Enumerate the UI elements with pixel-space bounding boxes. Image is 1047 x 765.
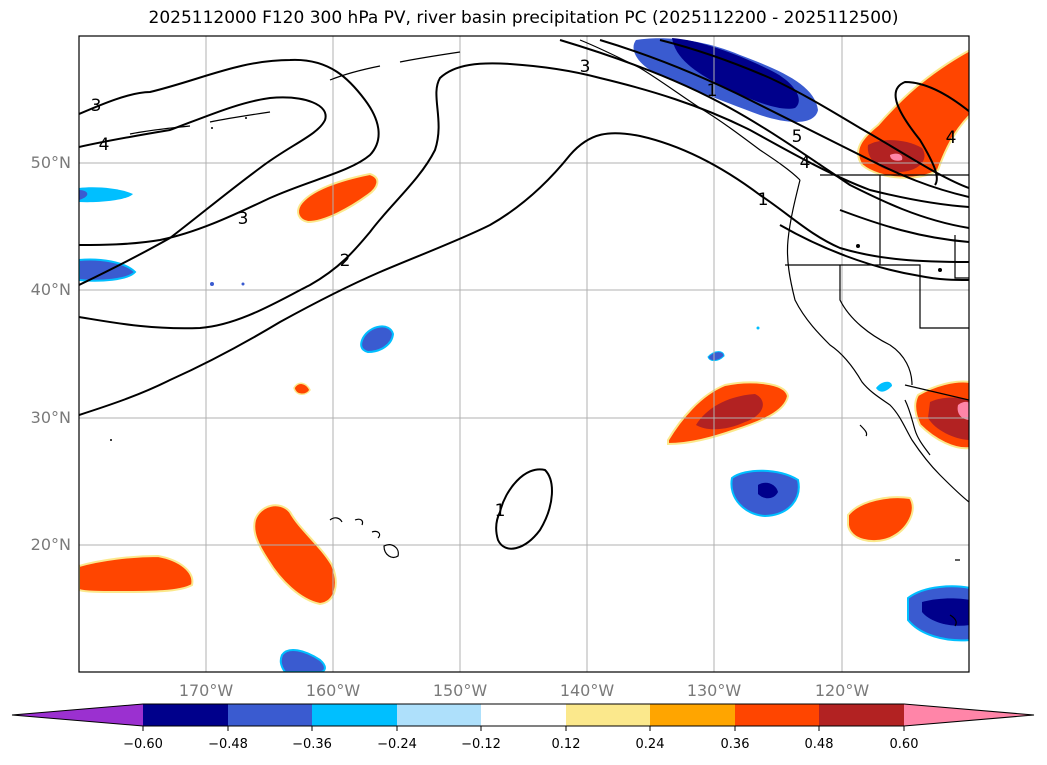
contour-label: 3 (91, 96, 102, 116)
colorbar-tick-label: 0.48 (804, 737, 834, 752)
colorbar-segment (650, 704, 735, 726)
contour-label: 1 (758, 190, 769, 210)
lon-label: 140°W (559, 681, 615, 700)
lat-label: 30°N (30, 408, 71, 427)
graticule (79, 36, 969, 672)
pos-anomaly-hawaii (253, 504, 337, 606)
colorbar-segment (312, 704, 397, 726)
colorbar-extend-low (12, 704, 143, 726)
colorbar-segment (735, 704, 819, 726)
colorbar-tick-label: −0.12 (461, 737, 501, 752)
lat-label: 50°N (30, 153, 71, 172)
colorbar-tick-label: −0.48 (208, 737, 248, 752)
colorbar-segment (481, 704, 566, 726)
contour-label: 4 (800, 153, 811, 173)
colorbar-tick-label: −0.24 (377, 737, 417, 752)
lon-label: 130°W (686, 681, 742, 700)
contour-label: 3 (238, 209, 249, 229)
colorbar-segment (566, 704, 650, 726)
colorbar-segment (397, 704, 481, 726)
plot-frame (78, 35, 970, 673)
lon-label: 150°W (432, 681, 488, 700)
colorbar-tick-label: 0.12 (551, 737, 581, 752)
map-title: 2025112000 F120 300 hPa PV, river basin … (148, 8, 899, 28)
contour-label: 4 (99, 135, 110, 155)
pos-anomaly-18n (79, 554, 194, 593)
pos-anomaly-47n (297, 172, 379, 224)
contour-label: 2 (340, 251, 351, 271)
colorbar-tick-label: 0.36 (720, 737, 750, 752)
lon-label: 170°W (178, 681, 234, 700)
colorbar-segment (819, 704, 904, 726)
lon-label: 120°W (814, 681, 870, 700)
lat-label: 40°N (30, 280, 71, 299)
contour-label: 4 (946, 128, 957, 148)
colorbar-tick-label: −0.60 (123, 737, 163, 752)
islands (110, 117, 942, 441)
pv-contours (79, 39, 969, 550)
lon-label: 160°W (305, 681, 361, 700)
contour-label: 1 (707, 81, 718, 101)
colorbar-segment (143, 704, 228, 726)
colorbar-tick-label: 0.24 (635, 737, 665, 752)
contour-label: 1 (495, 501, 506, 521)
contour-label: 3 (580, 57, 591, 77)
lat-label: 20°N (30, 535, 71, 554)
colorbar-tick-label: −0.36 (292, 737, 332, 752)
contour-labels: 3 4 3 2 1 3 5 4 1 4 1 (91, 57, 957, 521)
coastlines (129, 39, 969, 627)
pos-anomaly-21n (847, 496, 914, 543)
contour-label: 5 (792, 127, 803, 147)
colorbar (11, 703, 1035, 731)
colorbar-segment (228, 704, 312, 726)
colorbar-tick-label: 0.60 (889, 737, 919, 752)
colorbar-extend-high (904, 704, 1034, 726)
